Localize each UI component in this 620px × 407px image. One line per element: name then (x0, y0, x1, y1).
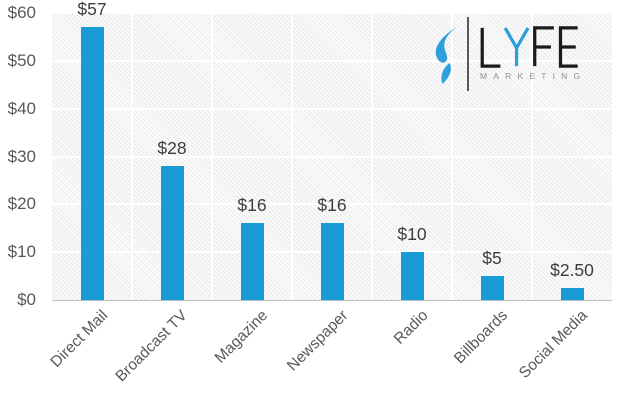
bar-broadcast-tv (160, 166, 184, 300)
value-label: $10 (397, 224, 427, 245)
value-label: $16 (237, 195, 267, 216)
plot-area (52, 12, 612, 301)
y-tick-label: $10 (7, 242, 36, 262)
h-gridline (52, 203, 612, 206)
h-gridline (52, 12, 612, 14)
bar-newspaper (320, 223, 344, 300)
v-gridline (291, 13, 293, 300)
h-gridline (52, 155, 612, 158)
y-tick-label: $30 (7, 146, 36, 166)
logo-wordmark (480, 26, 578, 68)
h-gridline (52, 59, 612, 62)
y-tick-label: $40 (7, 98, 36, 118)
v-gridline (211, 13, 213, 300)
value-label: $16 (317, 195, 347, 216)
value-label: $57 (77, 0, 107, 20)
bar-direct-mail (80, 27, 104, 300)
v-gridline (531, 13, 533, 300)
y-tick-label: $20 (7, 194, 36, 214)
logo-divider (467, 17, 469, 91)
bar-social-media (560, 288, 584, 300)
y-tick-label: $60 (7, 3, 36, 22)
y-tick-label: $0 (17, 290, 36, 309)
value-label: $5 (482, 248, 502, 269)
bar-magazine (240, 223, 264, 300)
v-gridline (371, 13, 373, 300)
v-gridline (451, 13, 453, 300)
flame-icon (435, 27, 457, 84)
logo-subtitle: MARKETING (480, 71, 587, 81)
bar-billboards (480, 276, 504, 300)
y-tick-label: $50 (7, 50, 36, 70)
lyfe-marketing-logo: MARKETING (430, 15, 605, 95)
value-label: $2.50 (550, 260, 594, 281)
h-gridline (52, 107, 612, 110)
v-gridline (131, 13, 133, 300)
bar-radio (400, 252, 424, 300)
value-label: $28 (157, 138, 187, 159)
